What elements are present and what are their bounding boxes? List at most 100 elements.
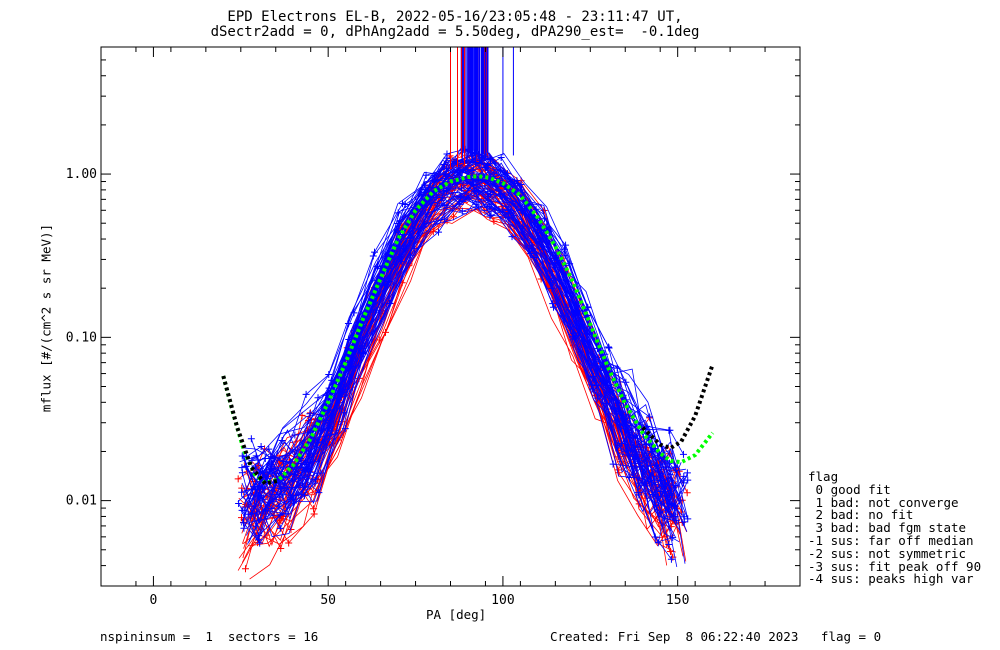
y-tick-label: 0.01: [66, 494, 97, 509]
data-point-blue: [276, 511, 284, 519]
data-point-blue: [589, 374, 597, 382]
spin-curve-blue: [239, 158, 673, 478]
data-point-blue: [458, 207, 466, 215]
data-point-blue: [361, 342, 369, 350]
data-point-blue: [386, 299, 394, 307]
data-point-red: [310, 510, 318, 518]
spin-curve-blue: [247, 203, 680, 545]
data-point-red: [277, 545, 285, 553]
data-point-blue: [248, 510, 256, 518]
data-point-blue: [665, 540, 673, 548]
spin-curve-blue: [241, 159, 677, 521]
spin-curve-blue: [243, 178, 676, 538]
data-point-blue: [539, 246, 547, 254]
data-point-blue: [649, 472, 657, 480]
data-point-blue: [261, 454, 269, 462]
y-axis-label: mflux [#/(cm^2 s sr MeV)]: [38, 223, 54, 413]
data-point-blue: [658, 500, 666, 508]
data-point-red: [683, 489, 691, 497]
data-point-blue: [417, 224, 425, 232]
legend-item: -1 sus: far off median: [808, 532, 974, 548]
data-point-blue: [238, 464, 246, 472]
data-point-blue: [519, 222, 527, 230]
spin-curve-blue: [255, 196, 689, 520]
data-point-blue: [484, 192, 492, 200]
y-tick-label: 0.10: [66, 330, 97, 345]
data-point-blue: [302, 390, 310, 398]
x-tick-label: 50: [320, 593, 336, 608]
data-point-blue: [291, 431, 299, 439]
data-point-blue: [684, 476, 692, 484]
data-point-blue: [255, 536, 263, 544]
data-point-blue: [484, 160, 492, 168]
tick-layer: 0 50 100 150 0.01 0.10 1.00: [66, 46, 801, 608]
data-point-blue: [384, 281, 392, 289]
spin-curve-blue: [240, 191, 673, 543]
fit-layer: [221, 174, 715, 486]
spin-curve-blue: [251, 161, 685, 518]
data-point-blue: [255, 482, 263, 490]
y-tick-label: 1.00: [66, 167, 97, 182]
data-point-blue: [513, 177, 521, 185]
legend-item: -4 sus: peaks high var: [808, 571, 974, 587]
spin-curve-blue: [252, 186, 688, 532]
data-point-blue: [498, 207, 506, 215]
data-point-blue: [369, 252, 377, 260]
spin-curve-blue: [248, 169, 679, 523]
data-point-blue: [457, 184, 465, 192]
data-point-blue: [684, 515, 692, 523]
footer-left: nspininsum = 1 sectors = 16: [100, 629, 319, 644]
data-point-red: [234, 475, 242, 483]
data-point-blue: [646, 413, 654, 421]
data-layer: [234, 47, 692, 580]
data-point-blue: [477, 160, 485, 168]
data-point-blue: [401, 200, 409, 208]
data-point-blue: [288, 477, 296, 485]
data-point-blue: [626, 434, 634, 442]
spin-curve-blue: [238, 196, 672, 541]
fit-curve-black: [641, 364, 715, 451]
data-point-blue: [640, 465, 648, 473]
title-line-1: EPD Electrons EL-B, 2022-05-16/23:05:48 …: [227, 9, 683, 25]
data-point-blue: [497, 153, 505, 161]
data-point-blue: [240, 524, 248, 532]
data-point-blue: [497, 167, 505, 175]
data-point-blue: [679, 450, 687, 458]
data-point-blue: [549, 279, 557, 287]
title-line-2: dSectr2add = 0, dPhAng2add = 5.50deg, dP…: [210, 24, 700, 40]
spin-curve-blue: [252, 158, 686, 512]
data-point-blue: [265, 445, 273, 453]
data-point-blue: [443, 154, 451, 162]
data-point-blue: [672, 517, 680, 525]
data-point-blue: [410, 245, 418, 253]
data-point-blue: [257, 443, 265, 451]
data-point-red: [449, 213, 457, 221]
data-point-blue: [473, 186, 481, 194]
data-point-blue: [247, 435, 255, 443]
data-point-blue: [656, 488, 664, 496]
data-point-blue: [490, 169, 498, 177]
legend: flag 0 good fit 1 bad: not converge 2 ba…: [808, 470, 982, 587]
data-point-blue: [435, 228, 443, 236]
legend-item: -3 sus: fit peak off 90: [808, 558, 982, 574]
data-point-blue: [238, 452, 246, 460]
data-point-blue: [665, 499, 673, 507]
data-point-blue: [268, 505, 276, 513]
data-point-blue: [241, 506, 249, 514]
data-point-blue: [238, 488, 246, 496]
data-point-red: [310, 505, 318, 513]
data-point-red: [285, 539, 293, 547]
data-point-blue: [235, 499, 243, 507]
data-point-blue: [256, 539, 264, 547]
data-point-blue: [669, 512, 677, 520]
spin-curve-blue: [255, 189, 686, 564]
data-point-red: [615, 469, 623, 477]
x-tick-label: 0: [150, 593, 158, 608]
legend-item: -2 sus: not symmetric: [808, 545, 967, 561]
data-point-blue: [625, 474, 633, 482]
legend-item: 0 good fit: [808, 481, 891, 497]
data-point-blue: [298, 490, 306, 498]
spin-curve-blue: [248, 194, 681, 543]
data-point-blue: [683, 469, 691, 477]
